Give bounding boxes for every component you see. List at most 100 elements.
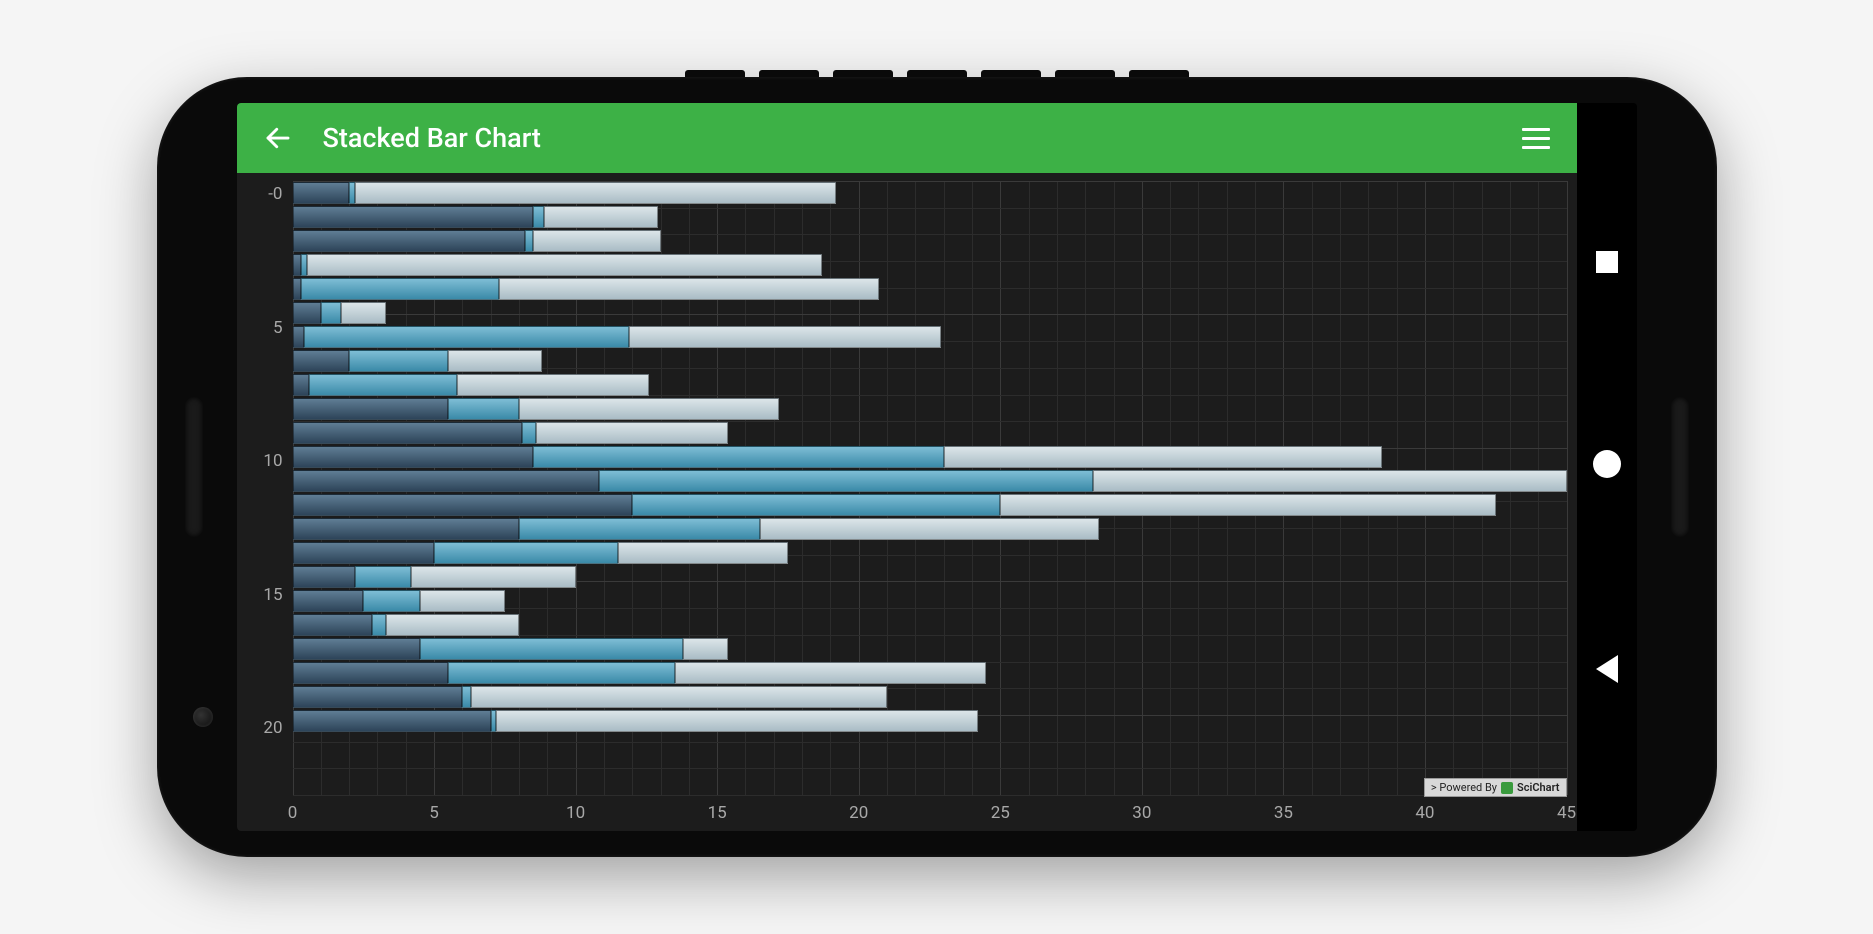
bar-segment [355,182,836,204]
nav-back-button[interactable] [1596,655,1618,683]
bar-segment [293,710,491,732]
bar-row [293,661,1567,685]
bar-segment [293,326,304,348]
bar-segment [683,638,728,660]
bar-segment [519,518,760,540]
x-axis-tick: 25 [991,803,1010,823]
bar-segment [1093,470,1567,492]
powered-by-name: SciChart [1517,781,1559,794]
bar-segment [321,302,341,324]
bar-segment [293,350,350,372]
bar-row [293,277,1567,301]
bar-segment [293,494,633,516]
y-axis-tick: 5 [273,318,283,338]
powered-by-prefix: > Powered By [1431,781,1497,794]
bar-segment [629,326,940,348]
triangle-icon [1596,655,1618,683]
bar-segment [293,470,600,492]
bar-segment [293,446,534,468]
x-axis: 051015202530354045 [293,799,1567,831]
x-axis-tick: 40 [1415,803,1434,823]
y-axis-tick: -0 [268,184,282,204]
bar-segment [293,422,522,444]
nav-home-button[interactable] [1593,450,1621,478]
bar-row [293,325,1567,349]
app-bar: Stacked Bar Chart [237,103,1577,173]
scichart-logo-icon [1501,782,1513,794]
bar-segment [533,446,944,468]
bar-segment [293,542,435,564]
phone-speaker-right [1671,397,1689,537]
bar-segment [533,206,544,228]
bar-segment [420,638,683,660]
nav-recent-button[interactable] [1596,251,1618,273]
y-axis-tick: 15 [263,585,282,605]
x-axis-tick: 10 [566,803,585,823]
bar-segment [519,398,779,420]
bar-segment [533,230,660,252]
circle-icon [1593,450,1621,478]
x-axis-tick: 5 [429,803,439,823]
bar-segment [536,422,729,444]
bar-segment [496,710,977,732]
bar-segment [293,374,310,396]
bar-segment [293,518,519,540]
square-icon [1596,251,1618,273]
back-button[interactable] [257,117,299,159]
x-axis-tick: 35 [1274,803,1293,823]
arrow-back-icon [263,123,293,153]
bar-segment [301,278,499,300]
android-nav-bar [1577,103,1637,831]
bar-segment [471,686,887,708]
hamburger-icon [1522,128,1550,149]
bar-segment [293,230,525,252]
bar-row [293,589,1567,613]
page-title: Stacked Bar Chart [323,122,1515,154]
bar-segment [293,662,449,684]
bar-row [293,253,1567,277]
y-axis: -05101520 [237,181,289,795]
bar-segment [544,206,657,228]
chart-bars [293,181,1567,795]
bar-row [293,685,1567,709]
bar-row [293,205,1567,229]
grid-line-horizontal [293,795,1567,796]
menu-button[interactable] [1515,117,1557,159]
bar-segment [372,614,386,636]
bar-segment [309,374,456,396]
bar-segment [618,542,788,564]
bar-segment [522,422,536,444]
bar-row [293,301,1567,325]
bar-segment [1000,494,1495,516]
bar-segment [293,278,301,300]
phone-top-cutouts [685,70,1189,77]
bar-segment [349,350,448,372]
chart-area[interactable]: -05101520 051015202530354045 > Powered B… [237,173,1577,831]
bar-segment [420,590,505,612]
bar-row [293,445,1567,469]
bar-segment [293,254,301,276]
bar-row [293,229,1567,253]
bar-segment [293,206,534,228]
bar-segment [632,494,1000,516]
bar-row [293,397,1567,421]
bar-segment [499,278,878,300]
bar-row [293,565,1567,589]
bar-segment [599,470,1092,492]
bar-segment [293,614,372,636]
bar-segment [293,182,350,204]
bar-segment [293,398,449,420]
powered-by-badge[interactable]: > Powered By SciChart [1424,778,1567,797]
bar-segment [307,254,822,276]
bar-segment [525,230,533,252]
phone-camera [193,707,213,727]
bar-segment [293,566,355,588]
app-area: Stacked Bar Chart -05101520 051015202530… [237,103,1577,831]
x-axis-tick: 0 [288,803,298,823]
bar-row [293,349,1567,373]
bar-segment [355,566,412,588]
bar-row [293,493,1567,517]
bar-segment [448,662,674,684]
bar-segment [293,638,420,660]
phone-speaker-left [185,397,203,537]
